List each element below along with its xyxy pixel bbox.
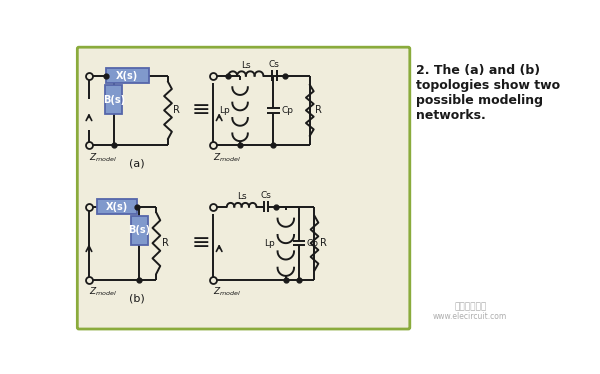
Text: www.elecircuit.com: www.elecircuit.com [433,312,508,321]
Text: R: R [315,105,322,115]
Text: Cp: Cp [307,239,319,248]
Text: $Z_{model}$: $Z_{model}$ [213,286,241,298]
Text: $Z_{model}$: $Z_{model}$ [89,286,117,298]
Text: ≡: ≡ [192,233,211,253]
Text: R: R [162,238,169,248]
Text: Lp: Lp [219,106,230,115]
Text: X(s): X(s) [106,202,128,212]
Text: Ls: Ls [241,61,251,70]
Text: (a): (a) [129,159,145,169]
Text: X(s): X(s) [116,71,139,81]
Text: Cp: Cp [281,106,293,115]
Text: R: R [320,238,327,248]
Bar [106,68,149,83]
Text: 2. The (a) and (b)
topologies show two
possible modeling
networks.: 2. The (a) and (b) topologies show two p… [416,64,560,122]
Bar [105,85,122,114]
Text: B(s): B(s) [128,226,151,236]
Text: $Z_{model}$: $Z_{model}$ [213,151,241,164]
Text: R: R [173,105,181,115]
Text: Cs: Cs [260,191,271,200]
Bar [97,199,137,214]
Text: Cs: Cs [269,60,280,69]
Text: (b): (b) [129,294,145,304]
FancyBboxPatch shape [77,47,410,329]
Text: 电子电路世界: 电子电路世界 [454,302,487,311]
Text: ≡: ≡ [192,100,211,120]
Text: Ls: Ls [237,192,247,201]
Bar [131,216,148,245]
Text: $Z_{model}$: $Z_{model}$ [89,151,117,164]
Text: B(s): B(s) [103,95,125,105]
Text: Lp: Lp [265,239,275,248]
